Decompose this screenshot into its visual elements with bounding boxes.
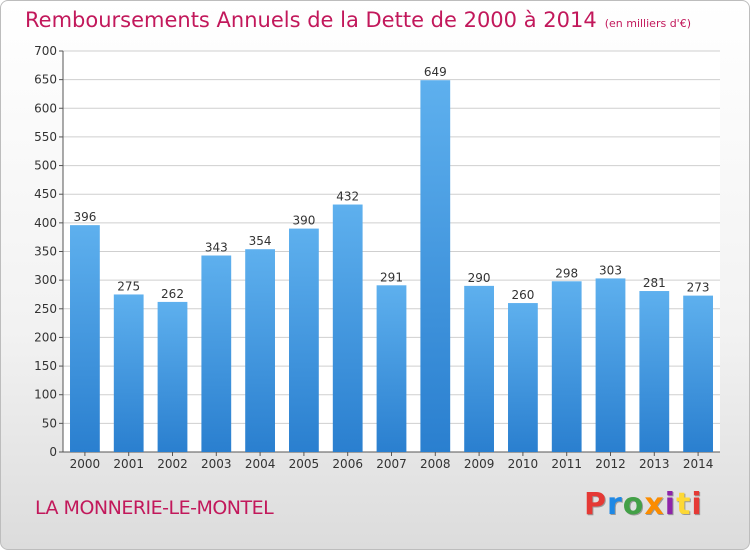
bar-2002: [157, 301, 188, 452]
x-tick-label-2013: 2013: [639, 457, 670, 471]
x-tick-label-2011: 2011: [551, 457, 582, 471]
proxiti-logo: Proxiti: [584, 487, 703, 522]
y-tick-label: 300: [34, 273, 57, 287]
bar-2001: [113, 294, 144, 452]
bar-2008: [420, 80, 451, 453]
logo-letter: P: [584, 487, 607, 522]
y-tick-label: 500: [34, 159, 57, 173]
x-tick-label-2014: 2014: [683, 457, 714, 471]
y-tick-label: 50: [42, 416, 57, 430]
y-tick-label: 150: [34, 359, 57, 373]
logo-letter: o: [622, 487, 645, 522]
x-tick-label-2002: 2002: [157, 457, 188, 471]
y-tick-label: 100: [34, 388, 57, 402]
logo-letter: x: [644, 487, 665, 522]
data-label-2001: 275: [117, 279, 140, 293]
bar-2012: [595, 278, 626, 452]
bar-2011: [551, 281, 582, 452]
bar-2014: [683, 295, 713, 452]
bar-2000: [70, 225, 100, 452]
y-tick-label: 0: [49, 445, 57, 459]
chart-title-text: Remboursements Annuels de la Dette de 20…: [25, 8, 597, 32]
data-label-2000: 396: [73, 210, 96, 224]
place-name: LA MONNERIE-LE-MONTEL: [35, 497, 274, 519]
x-tick-label-2003: 2003: [201, 457, 232, 471]
data-label-2014: 273: [687, 281, 710, 295]
bar-2007: [376, 285, 407, 452]
bar-2009: [464, 285, 494, 452]
x-tick-label-2009: 2009: [464, 457, 495, 471]
logo-letter: t: [676, 487, 692, 522]
y-tick-label: 200: [34, 330, 57, 344]
chart-title: Remboursements Annuels de la Dette de 20…: [25, 8, 691, 32]
x-tick-label-2004: 2004: [245, 457, 276, 471]
y-tick-label: 250: [34, 302, 57, 316]
y-tick-label: 450: [34, 187, 57, 201]
data-label-2011: 298: [555, 266, 578, 280]
x-tick-label-2010: 2010: [508, 457, 539, 471]
logo-letter: i: [691, 487, 703, 522]
bar-2013: [639, 291, 670, 452]
data-label-2008: 649: [424, 65, 447, 79]
y-tick-label: 600: [34, 101, 57, 115]
x-tick-label-2000: 2000: [70, 457, 101, 471]
x-tick-label-2001: 2001: [113, 457, 144, 471]
data-label-2003: 343: [205, 241, 228, 255]
y-tick-label: 650: [34, 73, 57, 87]
x-tick-label-2008: 2008: [420, 457, 451, 471]
logo-letter: i: [664, 487, 677, 522]
data-label-2005: 390: [292, 214, 315, 228]
bar-2005: [289, 228, 319, 452]
data-label-2013: 281: [643, 276, 666, 290]
y-tick-label: 400: [34, 216, 57, 230]
data-label-2002: 262: [161, 287, 184, 301]
bar-2004: [245, 249, 275, 452]
x-tick-label-2006: 2006: [332, 457, 363, 471]
bar-2010: [508, 303, 538, 452]
x-tick-label-2012: 2012: [595, 457, 626, 471]
data-label-2006: 432: [336, 190, 359, 204]
logo-letter: r: [607, 487, 623, 522]
x-tick-label-2005: 2005: [289, 457, 320, 471]
bar-2003: [201, 255, 232, 452]
x-tick-label-2007: 2007: [376, 457, 407, 471]
data-label-2004: 354: [249, 234, 272, 248]
chart-unit: (en milliers d'€): [604, 17, 691, 30]
y-tick-label: 700: [34, 44, 57, 58]
y-tick-label: 350: [34, 245, 57, 259]
bar-2006: [332, 204, 363, 452]
data-label-2012: 303: [599, 263, 622, 277]
data-label-2007: 291: [380, 270, 403, 284]
data-label-2010: 260: [511, 288, 534, 302]
data-label-2009: 290: [468, 271, 491, 285]
y-tick-label: 550: [34, 130, 57, 144]
